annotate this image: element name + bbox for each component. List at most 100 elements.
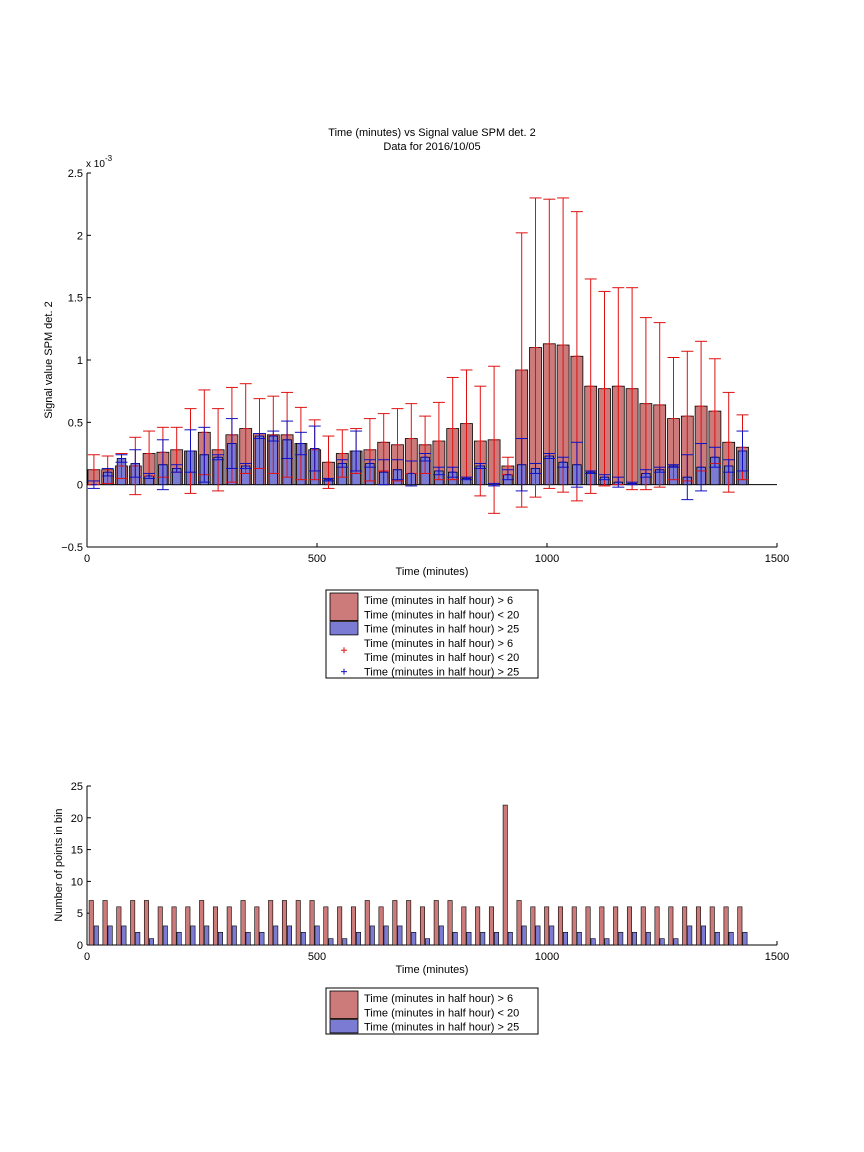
x-tick-label: 500 <box>308 951 326 963</box>
red-count-bar <box>530 906 536 946</box>
red-count-bar <box>226 906 232 946</box>
blue-count-bar <box>549 925 555 946</box>
blue-count-bar <box>701 925 707 946</box>
y-tick-label: 15 <box>71 845 83 857</box>
exponent-power: -3 <box>105 154 113 163</box>
blue-count-bar <box>714 931 720 946</box>
red-count-bar <box>143 900 149 946</box>
red-count-bar <box>185 906 191 946</box>
red-count-bar <box>350 906 356 946</box>
red-count-bar <box>130 900 136 946</box>
red-count-bar <box>364 900 370 946</box>
red-count-bar <box>433 900 439 946</box>
blue-count-bar <box>245 931 251 946</box>
red-count-bar <box>199 900 205 946</box>
legend-swatch <box>329 592 359 622</box>
blue-count-bar <box>576 931 582 946</box>
blue-count-bar <box>162 925 168 946</box>
red-count-bar <box>682 906 688 946</box>
legend-label: Time (minutes in half hour) > 25 <box>364 1022 519 1034</box>
y-tick-label: 0.5 <box>68 417 83 429</box>
blue-count-bar <box>231 925 237 946</box>
blue-count-bar <box>273 925 279 946</box>
blue-count-bar <box>535 925 541 946</box>
x-tick-label: 1000 <box>535 951 559 963</box>
y-tick-label: 1 <box>77 355 83 367</box>
blue-count-bar <box>107 925 113 946</box>
red-count-bar <box>309 900 315 946</box>
y-tick-label: 2.5 <box>68 168 83 180</box>
red-count-bar <box>461 906 467 946</box>
y-tick-label: −0.5 <box>61 542 83 554</box>
top-ylabel: Signal value SPM det. 2 <box>43 301 55 418</box>
bottom-xlabel: Time (minutes) <box>396 964 469 976</box>
legend-label: Time (minutes in half hour) < 20 <box>364 609 519 621</box>
blue-count-bar <box>425 938 430 946</box>
red-count-bar <box>695 906 701 946</box>
blue-count-bar <box>507 931 513 946</box>
red-count-bar <box>709 906 715 946</box>
blue-count-bar <box>383 925 389 946</box>
red-count-bar <box>392 900 398 946</box>
chart-title: Time (minutes) vs Signal value SPM det. … <box>328 127 535 139</box>
red-count-bar <box>419 906 425 946</box>
legend-label: Time (minutes in half hour) < 20 <box>364 652 519 664</box>
top-legend: Time (minutes in half hour) > 6 Time (min… <box>325 589 539 679</box>
blue-count-bar <box>687 925 693 946</box>
blue-count-bar <box>742 931 748 946</box>
red-count-bar <box>488 906 494 946</box>
red-count-bar <box>737 906 743 946</box>
red-count-bar <box>116 906 122 946</box>
blue-count-bar <box>397 925 403 946</box>
y-tick-label: 5 <box>77 908 83 920</box>
blue-count-bar <box>121 925 127 946</box>
blue-count-bar <box>438 925 444 946</box>
blue-count-bar <box>411 931 417 946</box>
x-tick-label: 0 <box>84 951 90 963</box>
y-tick-label: 2 <box>77 230 83 242</box>
blue-count-bar <box>149 938 155 946</box>
red-count-bar <box>268 900 274 946</box>
red-count-bar <box>447 900 453 946</box>
legend-swatch <box>329 1019 359 1034</box>
red-count-bar <box>723 906 729 946</box>
red-count-bar <box>102 900 108 946</box>
red-count-bar <box>281 900 287 946</box>
blue-count-bar <box>300 931 306 946</box>
blue-count-bar <box>218 931 224 946</box>
blue-count-bar <box>590 938 596 946</box>
red-count-bar <box>654 906 660 946</box>
red-count-bar <box>378 906 384 946</box>
red-count-bar <box>640 906 646 946</box>
blue-count-bar <box>604 938 610 946</box>
red-count-bar <box>212 906 218 946</box>
y-tick-label: 0 <box>77 480 83 492</box>
blue-count-bar <box>659 938 665 946</box>
red-count-bar <box>613 906 619 946</box>
y-tick-label: 0 <box>77 940 83 952</box>
x-tick-label: 1500 <box>765 553 789 565</box>
blue-count-bar <box>452 931 458 946</box>
blue-count-bar <box>494 931 499 946</box>
blue-count-bar <box>466 931 472 946</box>
bottom-legend: Time (minutes in half hour) > 6 Time (min… <box>325 987 539 1035</box>
legend-swatch <box>329 990 359 1020</box>
legend-label: Time (minutes in half hour) > 6 <box>364 638 513 650</box>
bottom-ylabel: Number of points in bin <box>53 808 65 921</box>
red-count-bar <box>171 906 177 946</box>
y-tick-label: 1.5 <box>68 293 83 305</box>
blue-count-bar <box>287 925 292 946</box>
chart-subtitle: Data for 2016/10/05 <box>383 141 480 153</box>
y-tick-label: 10 <box>71 876 83 888</box>
legend-label: Time (minutes in half hour) > 6 <box>364 595 513 607</box>
blue-count-bar <box>259 931 265 946</box>
y-tick-label: 20 <box>71 813 83 825</box>
exponent-label: x 10 <box>86 159 105 170</box>
red-count-bar <box>502 804 508 946</box>
legend-label: Time (minutes in half hour) > 6 <box>364 993 513 1005</box>
x-tick-label: 500 <box>308 553 326 565</box>
legend-label: Time (minutes in half hour) > 25 <box>364 624 519 636</box>
legend-box <box>325 987 539 1035</box>
blue-count-bar <box>728 931 734 946</box>
y-tick-label: 25 <box>71 781 83 793</box>
